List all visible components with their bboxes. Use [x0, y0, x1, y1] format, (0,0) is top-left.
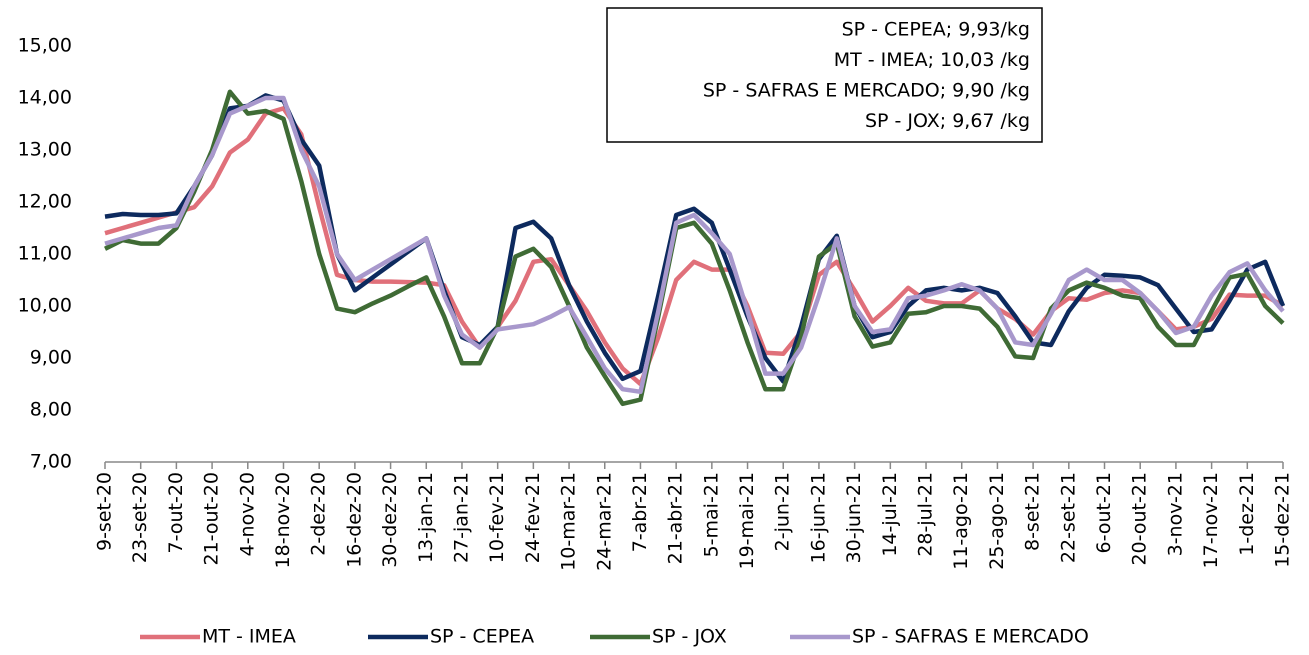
x-tick-label: 2-jun-21: [772, 472, 794, 551]
x-tick-label: 1-dez-21: [1236, 472, 1258, 556]
x-tick-label: 30-dez-20: [379, 472, 401, 568]
x-tick-label: 11-ago-21: [950, 472, 972, 570]
x-tick-label: 24-fev-21: [522, 472, 544, 563]
annotation-line: SP - CEPEA; 9,93/kg: [842, 19, 1030, 41]
x-tick-label: 24-mar-21: [593, 472, 615, 571]
x-tick-label: 15-dez-21: [1272, 472, 1294, 568]
x-tick-label: 27-jan-21: [450, 472, 472, 563]
x-tick-label: 22-set-21: [1057, 472, 1079, 563]
y-tick-label: 11,00: [18, 243, 72, 265]
legend-label: SP - SAFRAS E MERCADO: [852, 626, 1089, 648]
annotation-line: SP - SAFRAS E MERCADO; 9,90 /kg: [703, 80, 1030, 102]
x-tick-label: 13-jan-21: [415, 472, 437, 563]
x-tick-label: 10-mar-21: [558, 472, 580, 571]
series-line: [104, 93, 1286, 384]
x-tick-label: 30-jun-21: [843, 472, 865, 563]
x-tick-label: 14-jul-21: [879, 472, 901, 557]
x-tick-label: 25-ago-21: [986, 472, 1008, 570]
x-tick-label: 20-out-21: [1129, 472, 1151, 566]
annotation-line: SP - JOX; 9,67 /kg: [865, 110, 1030, 132]
legend-label: SP - CEPEA: [430, 626, 534, 648]
y-tick-label: 12,00: [18, 191, 72, 213]
y-tick-label: 9,00: [30, 347, 72, 369]
y-tick-label: 15,00: [18, 35, 72, 57]
y-tick-label: 14,00: [18, 87, 72, 109]
x-tick-label: 16-jun-21: [807, 472, 829, 563]
x-tick-label: 7-abr-21: [629, 472, 651, 552]
x-tick-label: 10-fev-21: [486, 472, 508, 563]
y-tick-label: 8,00: [30, 399, 72, 421]
x-tick-label: 9-set-20: [94, 472, 116, 551]
x-tick-label: 6-out-21: [1093, 472, 1115, 553]
x-tick-label: 28-jul-21: [915, 472, 937, 557]
x-tick-label: 21-abr-21: [665, 472, 687, 564]
x-tick-label: 2-dez-20: [308, 472, 330, 556]
x-tick-label: 16-dez-20: [343, 472, 365, 568]
y-tick-label: 10,00: [18, 295, 72, 317]
x-tick-label: 4-nov-20: [236, 472, 258, 556]
x-tick-label: 19-mai-21: [736, 472, 758, 570]
legend-label: SP - JOX: [652, 626, 727, 648]
x-tick-label: 18-nov-20: [272, 472, 294, 568]
annotation-line: MT - IMEA; 10,03 /kg: [834, 49, 1030, 71]
x-tick-label: 8-set-21: [1022, 472, 1044, 551]
x-tick-label: 17-nov-21: [1200, 472, 1222, 568]
series-line: [104, 106, 1285, 387]
annotation-box: [606, 7, 1043, 143]
y-tick-label: 13,00: [18, 139, 72, 161]
legend-label: MT - IMEA: [202, 626, 296, 648]
x-tick-label: 5-mai-21: [700, 472, 722, 557]
y-tick-label: 7,00: [30, 451, 72, 473]
series-line: [104, 89, 1285, 407]
x-tick-label: 23-set-20: [129, 472, 151, 563]
x-tick-label: 3-nov-21: [1164, 472, 1186, 556]
x-tick-label: 7-out-20: [165, 472, 187, 553]
series-line: [104, 95, 1285, 395]
x-tick-label: 21-out-20: [201, 472, 223, 566]
